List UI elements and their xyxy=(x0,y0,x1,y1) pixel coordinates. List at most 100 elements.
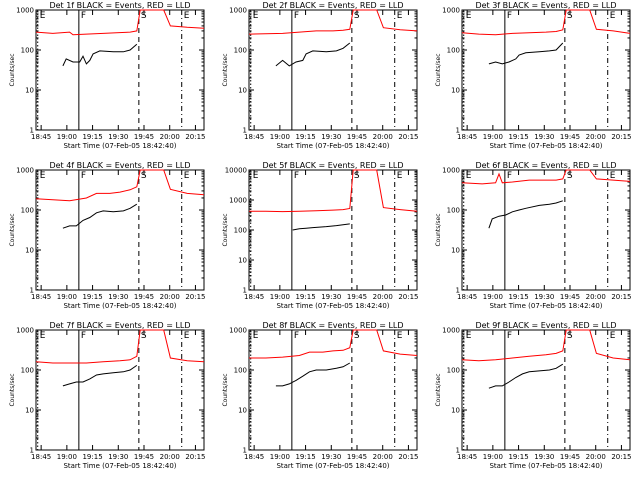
y-axis-label: Counts/sec xyxy=(9,373,16,406)
x-axis-label: Start Time (07-Feb-05 18:42:40) xyxy=(276,462,389,470)
x-tick-label: 19:15 xyxy=(295,133,315,141)
lld-series-line xyxy=(461,9,631,36)
lld-series-line xyxy=(461,329,631,362)
event-marker-label: E xyxy=(184,171,190,181)
x-axis-label: Start Time (07-Feb-05 18:42:40) xyxy=(489,462,602,470)
y-tick-label: 100 xyxy=(447,207,460,215)
x-tick-label: 19:30 xyxy=(534,133,554,141)
event-marker-label: E xyxy=(253,171,259,181)
x-tick-label: 20:15 xyxy=(185,293,205,301)
x-tick-label: 19:15 xyxy=(295,453,315,461)
x-tick-label: 20:00 xyxy=(160,133,180,141)
x-tick-label: 19:45 xyxy=(347,293,367,301)
event-marker-label: S xyxy=(354,11,360,21)
x-axis-label: Start Time (07-Feb-05 18:42:40) xyxy=(276,302,389,310)
y-tick-label: 1000 xyxy=(442,7,460,15)
x-tick-label: 19:15 xyxy=(82,133,102,141)
x-tick-label: 19:30 xyxy=(108,453,128,461)
x-tick-label: 19:45 xyxy=(134,293,154,301)
y-tick-label: 100 xyxy=(447,367,460,375)
x-tick-label: 20:15 xyxy=(398,133,418,141)
event-marker-label: F xyxy=(81,11,86,21)
y-tick-label: 10 xyxy=(25,407,34,415)
x-tick-label: 20:00 xyxy=(160,293,180,301)
y-axis-label: Counts/sec xyxy=(9,213,16,246)
event-marker-label: F xyxy=(507,331,512,341)
events-series-line xyxy=(488,200,563,229)
y-tick-label: 1000 xyxy=(16,327,34,335)
x-tick-label: 20:15 xyxy=(185,133,205,141)
x-axis-label: Start Time (07-Feb-05 18:42:40) xyxy=(63,142,176,150)
event-marker-label: E xyxy=(184,331,190,341)
y-tick-label: 100 xyxy=(21,47,34,55)
panel-det-1: Det 1f BLACK = Events, RED = LLD 1 10 100 10… xyxy=(9,1,206,150)
x-tick-label: 20:15 xyxy=(611,293,631,301)
lld-series-line xyxy=(461,169,631,185)
event-marker-label: S xyxy=(141,11,147,21)
plot-frame xyxy=(248,9,418,131)
x-tick-label: 19:30 xyxy=(321,453,341,461)
x-tick-label: 18:45 xyxy=(244,293,264,301)
y-tick-label: 1 xyxy=(30,127,34,135)
event-marker-label: S xyxy=(141,171,147,181)
y-axis-label: Counts/sec xyxy=(222,53,229,86)
event-marker-label: E xyxy=(253,331,259,341)
panel-det-2: Det 2f BLACK = Events, RED = LLD 1 10 100 10… xyxy=(222,1,419,150)
event-marker-label: E xyxy=(253,11,259,21)
x-tick-label: 20:00 xyxy=(373,293,393,301)
y-axis-label: Counts/sec xyxy=(435,213,442,246)
y-axis-label: Counts/sec xyxy=(222,373,229,406)
event-marker-label: E xyxy=(397,11,403,21)
event-marker-label: E xyxy=(397,171,403,181)
x-axis-label: Start Time (07-Feb-05 18:42:40) xyxy=(63,302,176,310)
x-tick-label: 19:30 xyxy=(534,293,554,301)
x-tick-label: 18:45 xyxy=(31,453,51,461)
y-tick-label: 10 xyxy=(238,257,247,265)
event-marker-label: E xyxy=(40,11,46,21)
x-tick-label: 19:30 xyxy=(321,293,341,301)
event-marker-label: E xyxy=(466,331,472,341)
y-tick-label: 100 xyxy=(21,207,34,215)
plot-frame xyxy=(248,169,418,291)
events-series-line xyxy=(62,43,138,67)
x-tick-label: 18:45 xyxy=(244,453,264,461)
x-tick-label: 20:00 xyxy=(586,453,606,461)
panel-det-8: Det 8f BLACK = Events, RED = LLD 1 10 100 10… xyxy=(222,321,419,470)
panel-title: Det 6f BLACK = Events, RED = LLD xyxy=(475,161,616,170)
events-series-line xyxy=(292,223,350,231)
x-tick-label: 19:00 xyxy=(483,133,503,141)
y-axis-label: Counts/sec xyxy=(9,53,16,86)
x-tick-label: 19:00 xyxy=(270,133,290,141)
x-tick-label: 18:45 xyxy=(31,293,51,301)
x-tick-label: 19:15 xyxy=(82,293,102,301)
y-tick-label: 100 xyxy=(447,47,460,55)
y-tick-label: 100 xyxy=(21,367,34,375)
event-marker-label: S xyxy=(354,171,360,181)
x-tick-label: 19:45 xyxy=(560,293,580,301)
x-tick-label: 20:15 xyxy=(611,133,631,141)
event-marker-label: F xyxy=(81,331,86,341)
lld-series-line xyxy=(248,9,418,35)
x-tick-label: 19:45 xyxy=(347,133,367,141)
y-tick-label: 1000 xyxy=(442,167,460,175)
plot-frame xyxy=(248,329,418,451)
y-tick-label: 1 xyxy=(243,287,247,295)
events-series-line xyxy=(62,364,138,387)
x-tick-label: 20:15 xyxy=(398,453,418,461)
x-tick-label: 19:45 xyxy=(347,453,367,461)
y-axis-label: Counts/sec xyxy=(435,373,442,406)
x-tick-label: 19:30 xyxy=(108,133,128,141)
y-tick-label: 100 xyxy=(234,227,247,235)
events-series-line xyxy=(275,362,351,387)
x-tick-label: 19:45 xyxy=(560,133,580,141)
panel-det-7: Det 7f BLACK = Events, RED = LLD 1 10 100 10… xyxy=(9,321,206,470)
y-axis-label: Counts/sec xyxy=(435,53,442,86)
y-tick-label: 1000 xyxy=(229,327,247,335)
events-series-line xyxy=(62,203,138,229)
x-tick-label: 18:45 xyxy=(457,453,477,461)
x-tick-label: 19:30 xyxy=(321,133,341,141)
y-tick-label: 10 xyxy=(451,87,460,95)
y-tick-label: 10 xyxy=(238,407,247,415)
y-tick-label: 1000 xyxy=(442,327,460,335)
